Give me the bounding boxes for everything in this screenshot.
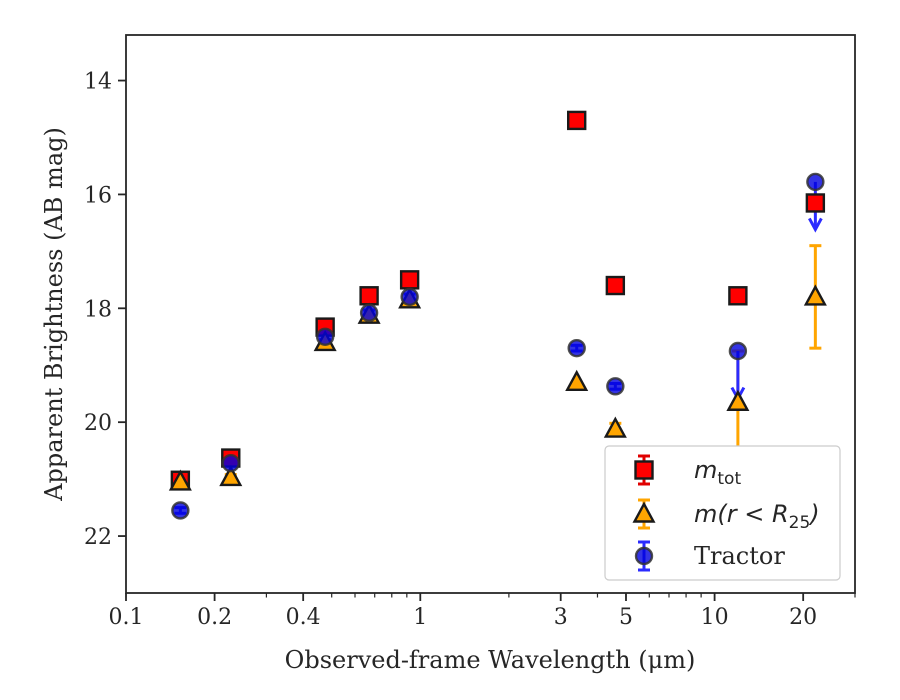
series-circle-point (171, 501, 190, 520)
series-circle-point (606, 377, 625, 396)
series-square-point (728, 286, 748, 306)
series-square-point (605, 275, 626, 296)
x-tick-label: 3 (554, 605, 568, 630)
y-tick-label: 14 (84, 70, 112, 95)
y-tick-label: 22 (84, 525, 112, 550)
series-square-point (359, 286, 379, 306)
series-triangle-point (219, 464, 243, 487)
series-square-point (399, 270, 420, 290)
x-tick-label: 0.2 (197, 605, 232, 630)
y-axis-ticks: 14 16 18 20 22 (84, 70, 126, 550)
x-axis-ticks: 0.1 0.2 0.4 1 3 5 10 20 (109, 593, 856, 630)
x-tick-label: 20 (789, 605, 817, 630)
data-markers (168, 110, 827, 520)
legend-frame (604, 445, 841, 581)
y-tick-label: 20 (84, 411, 112, 436)
y-tick-label: 16 (84, 183, 112, 208)
series-triangle-point (603, 416, 627, 438)
series-circle-point (567, 338, 586, 358)
legend-handle-square (634, 460, 654, 480)
series-square-point (805, 193, 826, 213)
legend-label-circle: Tractor (694, 542, 785, 570)
series-circle-point (221, 453, 240, 473)
series-triangle-point (726, 389, 750, 411)
legend-label-square: mtot (694, 456, 741, 489)
x-axis-label: Observed-frame Wavelength (μm) (285, 646, 696, 674)
series-circle-point (359, 303, 379, 323)
legend-handle-circle (634, 546, 654, 566)
series-circle-point (315, 327, 335, 346)
series-circle-point (400, 287, 419, 307)
series-circle-point (806, 172, 825, 192)
legend-label-triangle: m(r < R25) (694, 500, 820, 533)
series-circle-upper-limit-arrow (808, 217, 823, 233)
x-tick-label: 5 (619, 605, 633, 630)
series-circle-point (728, 341, 748, 361)
legend-handle-triangle (632, 501, 656, 523)
series-square-point (567, 110, 587, 131)
legend: mtot m(r < R25) Tractor (604, 445, 841, 581)
series-triangle-point (168, 469, 192, 491)
x-tick-label: 1 (413, 605, 427, 630)
x-tick-label: 0.1 (109, 605, 144, 630)
series-triangle-point (803, 284, 827, 306)
x-tick-label: 0.4 (286, 605, 321, 630)
x-tick-label: 10 (701, 605, 729, 630)
series-triangle-point (565, 369, 589, 392)
y-axis-label: Apparent Brightness (AB mag) (40, 127, 68, 502)
y-tick-label: 18 (84, 297, 112, 322)
